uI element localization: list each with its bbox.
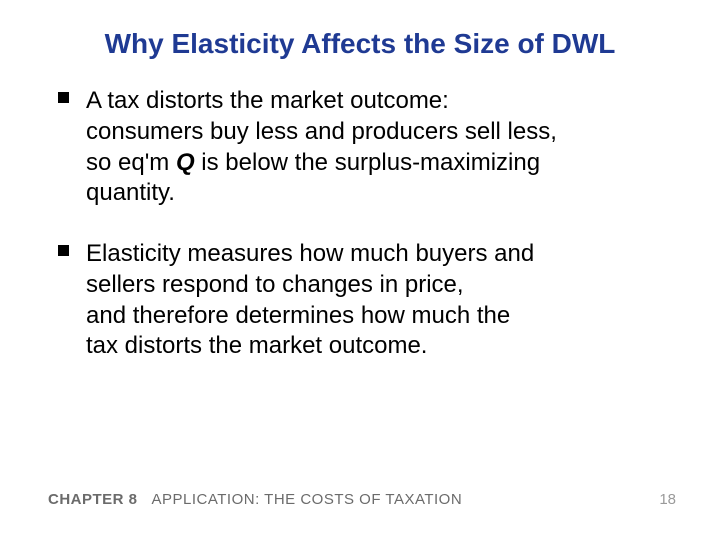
bullet-text: sellers respond to changes in price, [86,271,464,298]
footer-chapter: CHAPTER 8 [48,491,138,508]
page-number: 18 [659,491,676,508]
footer: CHAPTER 8 APPLICATION: THE COSTS OF TAXAT… [48,491,462,508]
bullet-text: is below the surplus-maximizing [195,149,540,176]
slide-title: Why Elasticity Affects the Size of DWL [48,28,672,60]
bullet-text: consumers buy less and producers sell le… [86,118,557,145]
bullet-text: A tax distorts the market outcome: [86,87,449,114]
bullet-list: A tax distorts the market outcome: consu… [48,86,672,362]
bullet-text-bold: Q [176,149,195,176]
footer-subtitle: APPLICATION: THE COSTS OF TAXATION [152,491,463,508]
bullet-text: tax distorts the market outcome. [86,332,427,359]
bullet-text: so eq'm [86,149,176,176]
slide: Why Elasticity Affects the Size of DWL A… [0,0,720,540]
bullet-item: Elasticity measures how much buyers and … [58,239,672,362]
bullet-item: A tax distorts the market outcome: consu… [58,86,672,209]
bullet-text: and therefore determines how much the [86,302,510,329]
bullet-text: Elasticity measures how much buyers and [86,240,534,267]
bullet-text: quantity. [86,179,175,206]
